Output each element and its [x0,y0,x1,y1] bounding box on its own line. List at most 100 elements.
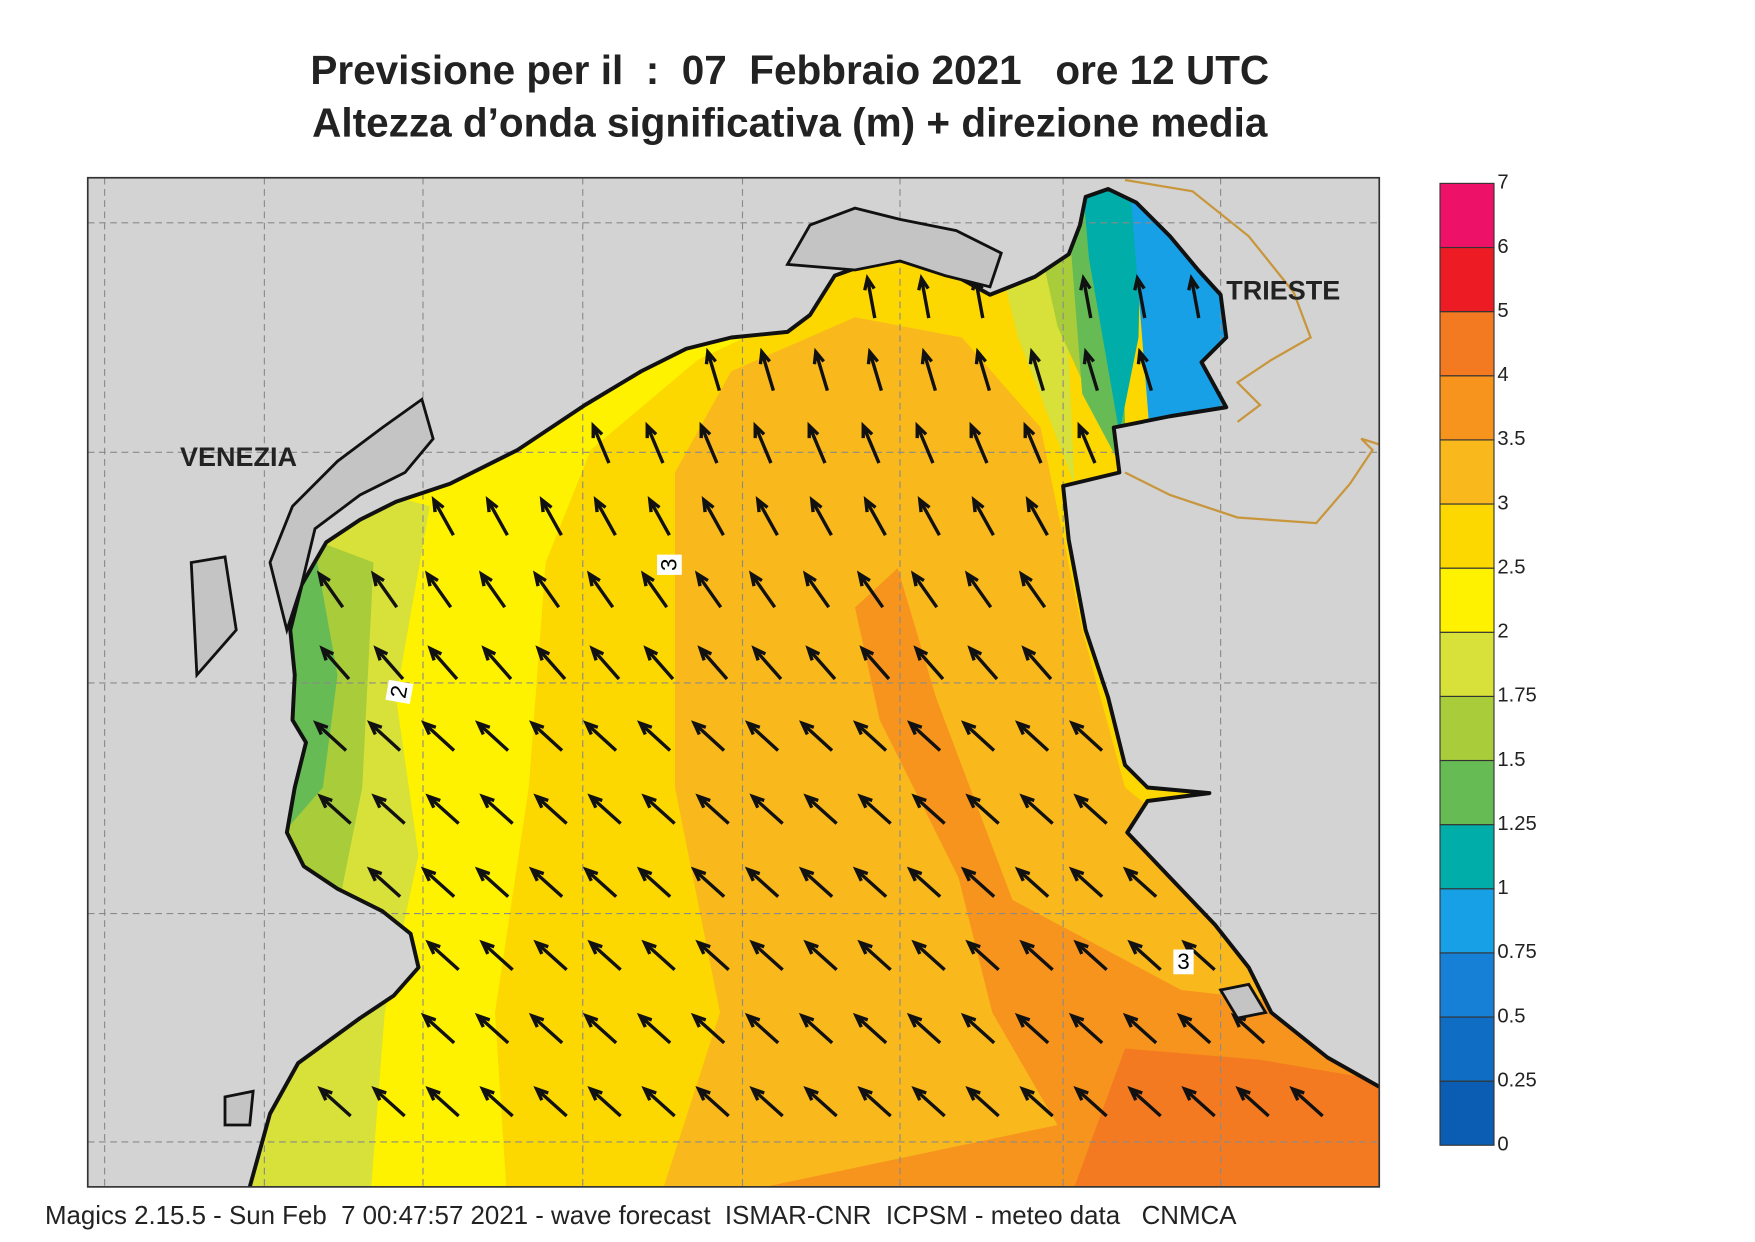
arrow [582,866,618,898]
legend-swatch [1439,311,1495,377]
arrow [749,1086,784,1118]
arrow [431,495,455,537]
legend-swatch [1439,888,1495,954]
arrow [1014,866,1050,898]
arrow [803,1086,838,1118]
arrow [1019,1086,1054,1118]
arrow [586,570,615,609]
arrow [1082,347,1100,392]
arrow [749,793,784,825]
arrow [967,645,999,681]
arrow [647,495,671,537]
legend-level-label: 0.75 [1497,941,1536,963]
arrow [971,495,995,537]
arrow [485,495,509,537]
arrow [965,939,1000,972]
arrow [699,421,719,464]
arrow [474,720,510,752]
arrow [1014,720,1050,752]
legend-swatch [1439,567,1495,633]
arrow [798,1012,834,1045]
arrow [1021,645,1053,681]
arrow [425,1086,460,1118]
color-legend: 0 0.25 0.5 0.75 1 1.25 1.5 1.75 2 2.5 3 3.5 4 5 6 7 [1439,172,1537,1156]
arrow [591,421,611,464]
city-label: TRIESTE [1226,276,1340,306]
arrow [1028,347,1046,392]
arrow [532,570,561,609]
borders [1124,178,1380,525]
band [663,317,1380,1187]
footer: Magics 2.15.5 - Sun Feb 7 00:47:57 2021 … [45,1202,1237,1230]
arrow [803,939,838,972]
arrow [1122,866,1158,898]
arrow [641,939,676,972]
arrow [643,645,675,681]
arrow [915,421,935,464]
arrow [694,570,723,609]
map-frame [86,176,1381,1188]
legend-level-label: 4 [1497,364,1508,386]
arrow [317,1086,352,1118]
arrow [479,793,514,825]
arrow [1068,720,1104,752]
arrow [528,720,564,752]
arrow [695,793,730,825]
band [765,568,1380,1187]
arrow [474,1012,510,1045]
arrow [1019,793,1054,825]
legend-level-label: 2.5 [1497,556,1525,578]
arrow [920,347,938,392]
arrow [798,866,834,898]
arrow [479,939,514,972]
legend-swatch [1439,759,1495,826]
legend-level-label: 1.75 [1497,685,1536,707]
arrow [317,793,352,825]
legend-level-label: 1.5 [1497,749,1525,771]
arrow [370,570,399,609]
arrow [809,495,833,537]
title-line-1: Previsione per il : 07 Febbraio 2021 ore… [310,47,1269,93]
arrow [917,273,931,319]
arrow [866,347,884,392]
legend-swatch [1439,631,1495,697]
arrow [424,570,453,609]
arrow [1073,793,1108,825]
arrow [744,720,780,752]
arrow [582,1012,618,1045]
arrow [533,939,568,972]
contour-label-text: 2 [386,683,413,700]
lagoon-islands [189,206,1268,1127]
arrow [695,1086,730,1118]
arrow [857,939,892,972]
map: VENEZIA TRIESTE 3 2 3 [87,177,1380,1187]
legend-level-label: 2 [1497,621,1508,643]
arrow [1068,866,1104,898]
arrow [749,939,784,972]
arrow [913,645,945,681]
legend-swatch [1439,952,1495,1018]
arrow [1023,421,1043,464]
arrow [755,495,779,537]
arrow [535,645,567,681]
arrow [1025,495,1049,537]
legend-level-label: 3.5 [1497,428,1525,450]
arrow [1289,1086,1324,1118]
arrow [533,793,568,825]
arrow [420,1012,456,1045]
arrow [640,570,669,609]
arrow [704,347,722,392]
legend-level-label: 0.25 [1497,1069,1536,1091]
arrow [587,939,622,972]
arrow [316,570,345,609]
arrow [479,1086,514,1118]
arrow [589,645,621,681]
arrow [1176,1012,1212,1045]
arrow [906,866,942,898]
arrow [1073,939,1108,972]
arrow [861,421,881,464]
arrow [539,495,563,537]
arrow [857,793,892,825]
arrow [964,570,993,609]
